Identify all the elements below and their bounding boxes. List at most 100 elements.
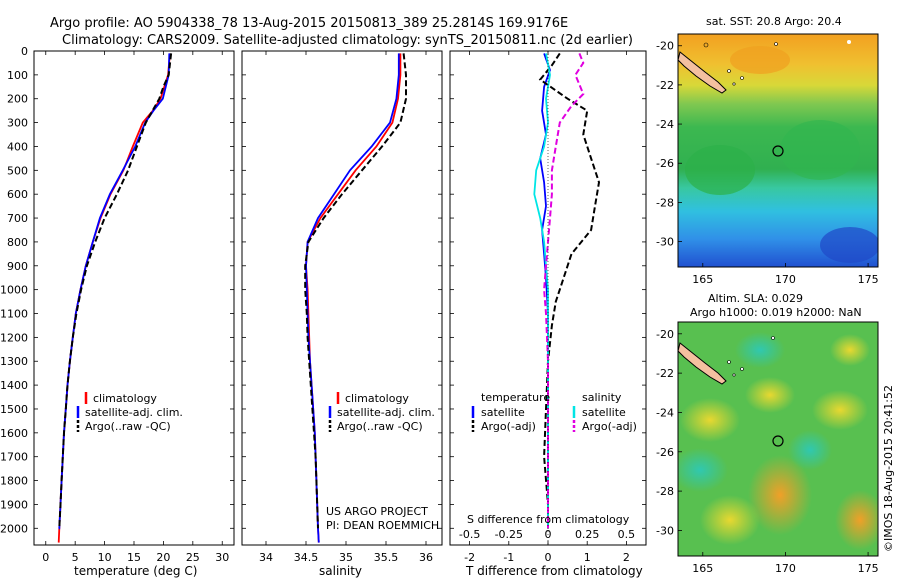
argo-position-marker-sla	[772, 435, 784, 447]
x-tick-label: 20	[156, 551, 170, 564]
sla-map-title-line2: Argo h1000: 0.019 h2000: NaN	[690, 306, 862, 319]
temperature-x-axis: 0 5 10 15 20 25 30	[42, 51, 229, 564]
legend-label-T-argo: Argo(-adj)	[481, 420, 536, 433]
x-tick-label-S: -0.25	[495, 528, 523, 541]
map-y-tick-label: -30	[656, 524, 674, 537]
legend-label-climatology: climatology	[345, 392, 409, 405]
series-satellite-adj-clim	[305, 53, 400, 543]
depth-tick-label: 200	[7, 93, 28, 106]
x-tick-label: 5	[72, 551, 79, 564]
x-tick-label: 0	[42, 551, 49, 564]
map-y-tick-label: -22	[656, 367, 674, 380]
depth-tick-label: 400	[7, 140, 28, 153]
x-tick-label: 10	[98, 551, 112, 564]
series-satellite-adj-clim	[58, 53, 171, 530]
figure-title-line1: Argo profile: AO 5904338_78 13-Aug-2015 …	[50, 16, 568, 31]
salinity-x-label: salinity	[319, 564, 362, 578]
x-tick-label: 36	[419, 551, 433, 564]
x-tick-label-T: -1	[503, 551, 514, 564]
sst-map-title: sat. SST: 20.8 Argo: 20.4	[706, 15, 842, 28]
map-y-tick-label: -26	[656, 157, 674, 170]
map-y-tick-label: -26	[656, 446, 674, 459]
map-x-tick-label: 170	[775, 273, 796, 286]
imos-credit: ©IMOS 18-Aug-2015 20:41:52	[882, 385, 895, 552]
depth-tick-label: 1500	[0, 403, 28, 416]
x-tick-label: 35.5	[374, 551, 399, 564]
series-s-argo-adj	[543, 53, 585, 529]
series-t-argo-adj	[538, 52, 601, 529]
salinity-panel-frame	[241, 50, 443, 546]
depth-tick-label: 800	[7, 236, 28, 249]
new-caledonia-landmass	[678, 342, 727, 385]
x-tick-label-S: 0.25	[575, 528, 600, 541]
depth-tick-label: 1700	[0, 451, 28, 464]
pi-label: PI: DEAN ROEMMICH	[326, 519, 439, 532]
map-y-tick-label: -30	[656, 236, 674, 249]
temperature-series	[57, 53, 173, 543]
map-y-tick-label: -28	[656, 485, 674, 498]
x-tick-label-T: 0	[545, 551, 552, 564]
legend-title-temperature: temperature	[481, 391, 550, 404]
legend-title-salinity: salinity	[582, 391, 622, 404]
sla-map-field	[678, 322, 878, 556]
series-argo-raw-qc	[304, 53, 407, 529]
map-x-tick-label: 175	[858, 273, 879, 286]
series-argo-raw-qc	[58, 53, 173, 529]
depth-axis: 0 100 200 300 400 500 600 700 800 900 1000 1100 1200…	[0, 45, 646, 535]
depth-tick-label: 500	[7, 164, 28, 177]
depth-tick-label: 1000	[0, 284, 28, 297]
map-y-tick-label: -28	[656, 196, 674, 209]
map-x-tick-label: 175	[858, 562, 879, 575]
project-label: US ARGO PROJECT	[326, 505, 428, 518]
temperature-x-label: temperature (deg C)	[74, 564, 197, 578]
legend-label-climatology: climatology	[93, 392, 157, 405]
depth-tick-label: 900	[7, 260, 28, 273]
temperature-panel-frame	[33, 50, 235, 546]
series-climatology	[57, 53, 171, 543]
legend-label-satellite: satellite-adj. clim.	[337, 406, 435, 419]
x-tick-label: 25	[186, 551, 200, 564]
x-tick-label: 15	[127, 551, 141, 564]
x-tick-label-S: 0.5	[618, 528, 636, 541]
difference-legend: temperature satellite Argo(-adj) salinit…	[471, 391, 637, 433]
legend-label-S-satellite: satellite	[582, 406, 626, 419]
map-y-tick-label: -20	[656, 40, 674, 53]
x-tick-label-T: 2	[623, 551, 630, 564]
map-y-tick-label: -24	[656, 118, 674, 131]
map-x-tick-label: 165	[692, 273, 713, 286]
figure-title-line2: Climatology: CARS2009. Satellite-adjuste…	[62, 33, 633, 48]
depth-tick-label: 0	[21, 45, 28, 58]
temperature-legend: climatology satellite-adj. clim. Argo(..…	[76, 392, 183, 433]
sla-map-title-line1: Altim. SLA: 0.029	[708, 292, 803, 305]
depth-tick-label: 1800	[0, 475, 28, 488]
map-x-tick-label: 165	[692, 562, 713, 575]
difference-x-label-S: S difference from climatology	[467, 513, 630, 526]
sla-map-axes: 165 170 175 -20 -22 -24 -26 -28 -30	[656, 328, 879, 575]
map-y-tick-label: -22	[656, 79, 674, 92]
salinity-x-axis: 34 34.5 35 35.5 36	[259, 51, 433, 564]
depth-tick-label: 100	[7, 69, 28, 82]
salinity-series	[304, 53, 407, 543]
x-tick-label: 34.5	[294, 551, 319, 564]
legend-label-argo: Argo(..raw -QC)	[337, 420, 423, 433]
sst-map-axes: 165 170 175 -20 -22 -24 -26 -28 -30	[656, 40, 879, 286]
depth-tick-label: 300	[7, 117, 28, 130]
legend-label-T-satellite: satellite	[481, 406, 525, 419]
difference-x-axis: -2 -1 0 1 2-0.5 -0.25 0 0.25 0.5	[459, 51, 635, 564]
depth-tick-label: 600	[7, 188, 28, 201]
map-y-tick-label: -20	[656, 328, 674, 341]
difference-series	[533, 52, 601, 529]
legend-label-satellite: satellite-adj. clim.	[85, 406, 183, 419]
map-y-tick-label: -24	[656, 406, 674, 419]
depth-tick-label: 1300	[0, 355, 28, 368]
x-tick-label: 35	[339, 551, 353, 564]
depth-tick-label: 1900	[0, 498, 28, 511]
depth-tick-label: 1400	[0, 379, 28, 392]
x-tick-label: 30	[215, 551, 229, 564]
depth-tick-label: 700	[7, 212, 28, 225]
depth-tick-label: 1200	[0, 331, 28, 344]
x-tick-label-T: -2	[464, 551, 475, 564]
depth-tick-label: 2000	[0, 522, 28, 535]
map-x-tick-label: 170	[775, 562, 796, 575]
